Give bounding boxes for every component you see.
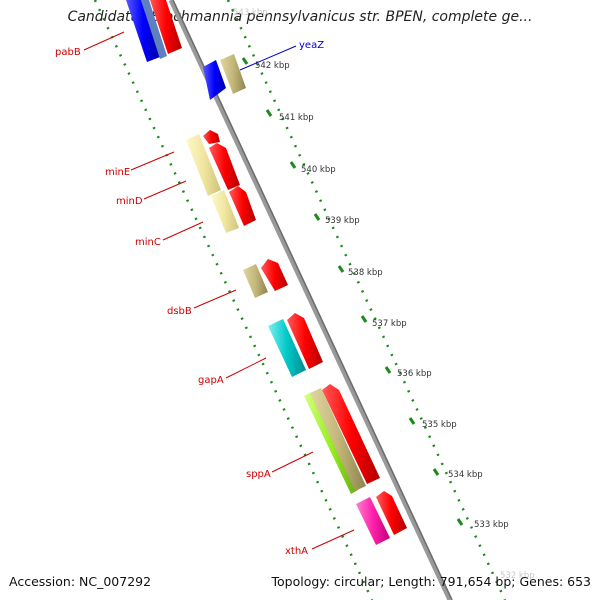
scale-tick [313,213,321,221]
gene-feature-slate[interactable] [141,0,167,59]
scale-label-543: 543 kbp [233,8,268,18]
gene-label-gapa[interactable]: gapA [198,375,224,386]
scale-tick [241,57,249,65]
scale-label-541: 541 kbp [279,113,314,123]
gene-label-minc[interactable]: minC [135,237,161,248]
label-leader-dsbb [193,289,237,309]
gene-feature-red[interactable] [376,491,407,535]
scale-tick [432,468,440,476]
scale-tick [337,265,345,273]
gene-feature-gapa[interactable] [268,319,306,377]
gene-feature-red[interactable] [203,130,220,144]
gene-label-sppa[interactable]: sppA [246,469,271,480]
scale-label-537: 537 kbp [372,319,407,329]
gene-label-pabb[interactable]: pabB [55,47,81,58]
genome-backbone-shade [172,0,453,600]
label-leader-minc [162,221,204,241]
scale-tick [456,518,464,526]
label-leader-mind [143,180,187,200]
label-leader-xtha [311,529,355,550]
inner-dotted-track [93,0,374,600]
scale-tick [408,417,416,425]
gene-label-dsbb[interactable]: dsbB [167,306,192,317]
gene-label-mine[interactable]: minE [105,167,130,178]
scale-label-534: 534 kbp [448,470,483,480]
scale-tick [289,161,297,169]
gene-feature-blue[interactable] [126,0,160,62]
scale-label-535: 535 kbp [422,420,457,430]
scale-label-536: 536 kbp [397,369,432,379]
gene-label-yeaz[interactable]: yeaZ [299,40,324,51]
scale-label-533: 533 kbp [474,520,509,530]
label-leader-gapa [225,357,267,379]
gene-feature-sppa[interactable] [310,388,366,491]
gene-feature-red[interactable] [150,0,182,54]
label-leader-sppa [271,451,314,473]
gene-feature-red[interactable] [287,313,323,369]
gene-feature-xtha[interactable] [356,497,390,545]
map-title: Candidatus Blochmannia pennsylvanicus st… [67,9,533,25]
gene-feature-red[interactable] [229,186,256,226]
scale-tick [360,315,368,323]
accession-label: Accession: NC_007292 [9,574,152,589]
label-leader-mine [130,151,175,171]
gene-feature-red[interactable] [322,384,380,484]
gene-label-xtha[interactable]: xthA [285,546,308,557]
scale-tick [384,366,392,374]
gene-feature-red[interactable] [261,259,288,291]
gene-feature-lime[interactable] [304,392,358,494]
scale-label-542: 542 kbp [255,61,290,71]
scale-label-539: 539 kbp [325,216,360,226]
gene-feature-yeaz[interactable] [203,60,226,100]
scale-tick [265,109,273,117]
gene-feature-red[interactable] [209,143,240,190]
gene-feature-khaki[interactable] [220,54,246,94]
scale-ticks [241,57,464,526]
gene-feature-dsbb[interactable] [243,264,268,298]
outer-dotted-track [226,0,507,600]
label-leader-pabb [83,31,125,51]
gene-label-mind[interactable]: minD [116,196,143,207]
topology-summary: Topology: circular; Length: 791,654 bp; … [271,574,592,589]
scale-label-532: 532 kbp [500,571,535,581]
scale-label-540: 540 kbp [301,165,336,175]
scale-label-538: 538 kbp [348,268,383,278]
gene-feature-mine[interactable] [186,134,221,196]
label-leader-yeaz [239,45,297,71]
genome-backbone [168,0,453,600]
gene-feature-mind[interactable] [211,190,239,233]
